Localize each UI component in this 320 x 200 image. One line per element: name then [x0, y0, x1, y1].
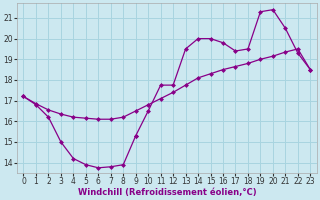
X-axis label: Windchill (Refroidissement éolien,°C): Windchill (Refroidissement éolien,°C) [77, 188, 256, 197]
